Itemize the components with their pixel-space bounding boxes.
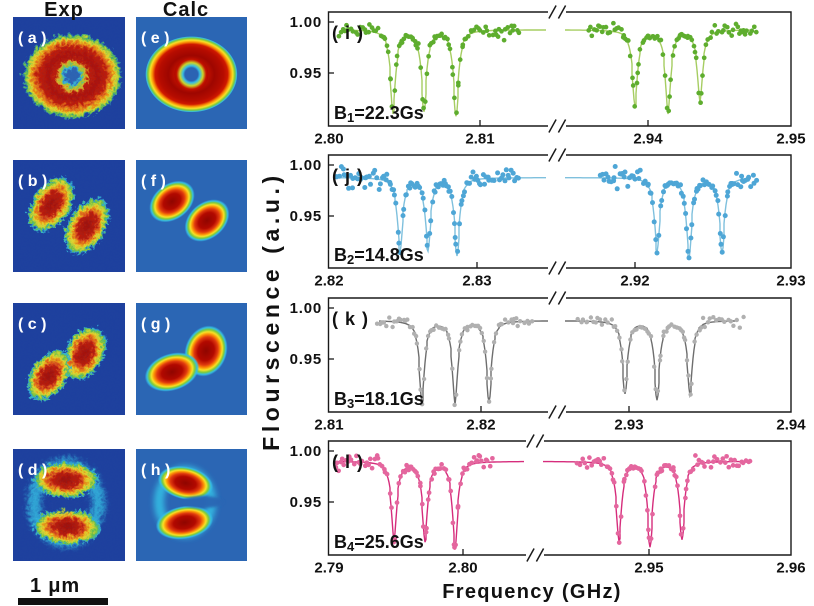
- svg-text:1.00: 1.00: [290, 157, 322, 174]
- svg-text:B2=14.8Gs: B2=14.8Gs: [334, 245, 424, 267]
- svg-text:2.83: 2.83: [462, 273, 491, 290]
- svg-text:2.82: 2.82: [314, 273, 343, 290]
- svg-text:2.81: 2.81: [465, 131, 494, 148]
- svg-text:( g ): ( g ): [141, 316, 170, 333]
- svg-text:( c ): ( c ): [18, 316, 46, 333]
- svg-text:( k ): ( k ): [332, 309, 369, 329]
- svg-text:2.82: 2.82: [466, 417, 495, 434]
- svg-text:2.80: 2.80: [448, 560, 477, 577]
- svg-text:2.96: 2.96: [776, 560, 805, 577]
- svg-text:2.94: 2.94: [776, 417, 806, 434]
- svg-text:1.00: 1.00: [290, 14, 322, 31]
- svg-text:( b ): ( b ): [18, 173, 47, 190]
- svg-text:0.95: 0.95: [290, 65, 322, 82]
- svg-text:( a ): ( a ): [18, 30, 46, 47]
- svg-text:2.94: 2.94: [633, 131, 663, 148]
- svg-text:1 μm: 1 μm: [30, 575, 80, 597]
- svg-text:B1=22.3Gs: B1=22.3Gs: [334, 103, 424, 125]
- svg-text:2.95: 2.95: [776, 131, 805, 148]
- svg-text:2.95: 2.95: [634, 560, 663, 577]
- svg-text:Flourscence (a.u.): Flourscence (a.u.): [258, 171, 284, 451]
- svg-text:B4=25.6Gs: B4=25.6Gs: [334, 532, 424, 554]
- svg-text:( h ): ( h ): [141, 462, 170, 479]
- svg-text:( d ): ( d ): [18, 462, 47, 479]
- svg-text:2.81: 2.81: [314, 417, 343, 434]
- svg-text:Exp: Exp: [44, 0, 84, 21]
- svg-text:0.95: 0.95: [290, 351, 322, 368]
- svg-text:( f ): ( f ): [141, 173, 166, 190]
- svg-text:1.00: 1.00: [290, 300, 322, 317]
- svg-text:( e ): ( e ): [141, 30, 169, 47]
- svg-text:( i ): ( i ): [332, 23, 364, 43]
- svg-text:( l ): ( l ): [332, 452, 364, 472]
- svg-text:1.00: 1.00: [290, 443, 322, 460]
- svg-text:Frequency (GHz): Frequency (GHz): [442, 581, 622, 603]
- svg-text:B3=18.1Gs: B3=18.1Gs: [334, 389, 424, 411]
- svg-text:2.92: 2.92: [620, 273, 649, 290]
- svg-text:2.93: 2.93: [614, 417, 643, 434]
- svg-text:2.80: 2.80: [314, 131, 343, 148]
- svg-text:2.79: 2.79: [314, 560, 343, 577]
- svg-text:0.95: 0.95: [290, 494, 322, 511]
- svg-text:( j ): ( j ): [332, 166, 364, 186]
- svg-text:2.93: 2.93: [776, 273, 805, 290]
- svg-text:0.95: 0.95: [290, 208, 322, 225]
- svg-text:Calc: Calc: [163, 0, 209, 21]
